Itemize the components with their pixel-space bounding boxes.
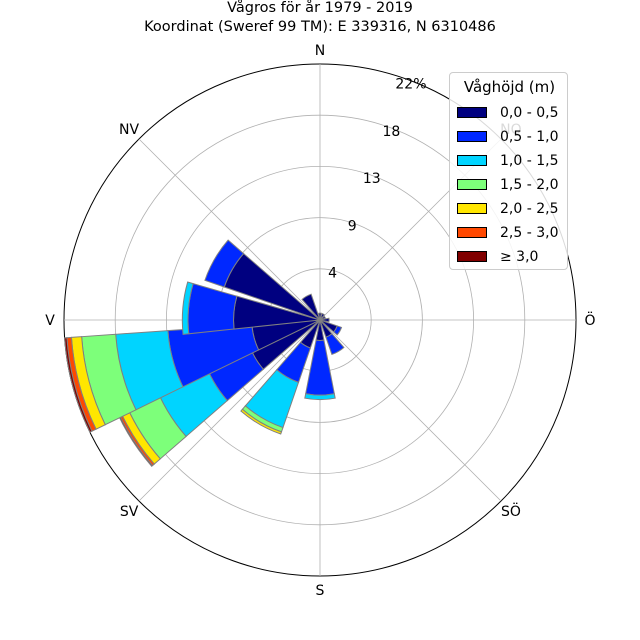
- grid-spoke: [319, 319, 502, 502]
- legend-label: 2,0 - 2,5: [500, 201, 559, 217]
- legend-swatch: [457, 251, 487, 262]
- rose-wedge: [301, 293, 321, 321]
- legend-swatch: [457, 179, 487, 190]
- legend-label: 0,5 - 1,0: [500, 129, 559, 145]
- rose-bars: [64, 239, 345, 468]
- legend-item: 2,5 - 3,0: [457, 224, 569, 242]
- legend-label: 1,0 - 1,5: [500, 153, 559, 169]
- legend-item: 0,5 - 1,0: [457, 128, 569, 146]
- rose-wedge: [240, 408, 283, 435]
- legend-swatch: [457, 131, 487, 142]
- legend-title: Våghöjd (m): [463, 78, 556, 96]
- compass-label: V: [45, 313, 55, 329]
- legend-item: 1,0 - 1,5: [457, 152, 569, 170]
- legend-swatch: [457, 227, 487, 238]
- rose-wedge: [333, 325, 343, 336]
- rose-wedge: [181, 281, 194, 335]
- rose-wedge: [204, 239, 245, 288]
- grid-spoke: [138, 319, 321, 502]
- rose-wedge: [319, 317, 330, 323]
- legend-label: 2,5 - 3,0: [500, 225, 559, 241]
- compass-label: SÖ: [501, 502, 521, 520]
- radial-tick-label: 9: [348, 218, 357, 234]
- rose-wedge: [319, 315, 327, 321]
- chart-title: Vågros för år 1979 - 2019: [227, 0, 413, 16]
- radial-tick-label: 4: [328, 266, 337, 282]
- legend-item: 2,0 - 2,5: [457, 200, 569, 218]
- rose-wedge: [325, 333, 345, 356]
- compass-label: S: [316, 583, 325, 599]
- radial-tick-label: 13: [363, 171, 381, 187]
- compass-label: SV: [120, 504, 139, 520]
- compass-label: N: [315, 43, 325, 59]
- legend-label: 1,5 - 2,0: [500, 177, 559, 193]
- legend-label: ≥ 3,0: [500, 249, 539, 265]
- legend: Våghöjd (m) 0,0 - 0,5 0,5 - 1,0 1,0 - 1,5 1…: [449, 72, 568, 270]
- legend-item: ≥ 3,0: [457, 248, 569, 266]
- legend-swatch: [457, 155, 487, 166]
- rose-wedge: [64, 337, 93, 433]
- radial-tick-label: 22%: [395, 76, 426, 92]
- grid-spoke: [138, 138, 321, 321]
- legend-swatch: [457, 203, 487, 214]
- rose-wedge: [304, 393, 336, 401]
- legend-item: 0,0 - 0,5: [457, 104, 569, 122]
- compass-label: NV: [119, 122, 139, 138]
- rose-wedge: [187, 283, 238, 335]
- rose-wedge: [318, 312, 322, 321]
- legend-label: 0,0 - 0,5: [500, 105, 559, 121]
- radial-tick-label: 18: [382, 124, 400, 140]
- legend-item: 1,5 - 2,0: [457, 176, 569, 194]
- compass-label: Ö: [584, 311, 595, 329]
- chart-subtitle: Koordinat (Sweref 99 TM): E 339316, N 63…: [144, 19, 496, 35]
- legend-swatch: [457, 107, 487, 118]
- polar-grid: [63, 63, 577, 577]
